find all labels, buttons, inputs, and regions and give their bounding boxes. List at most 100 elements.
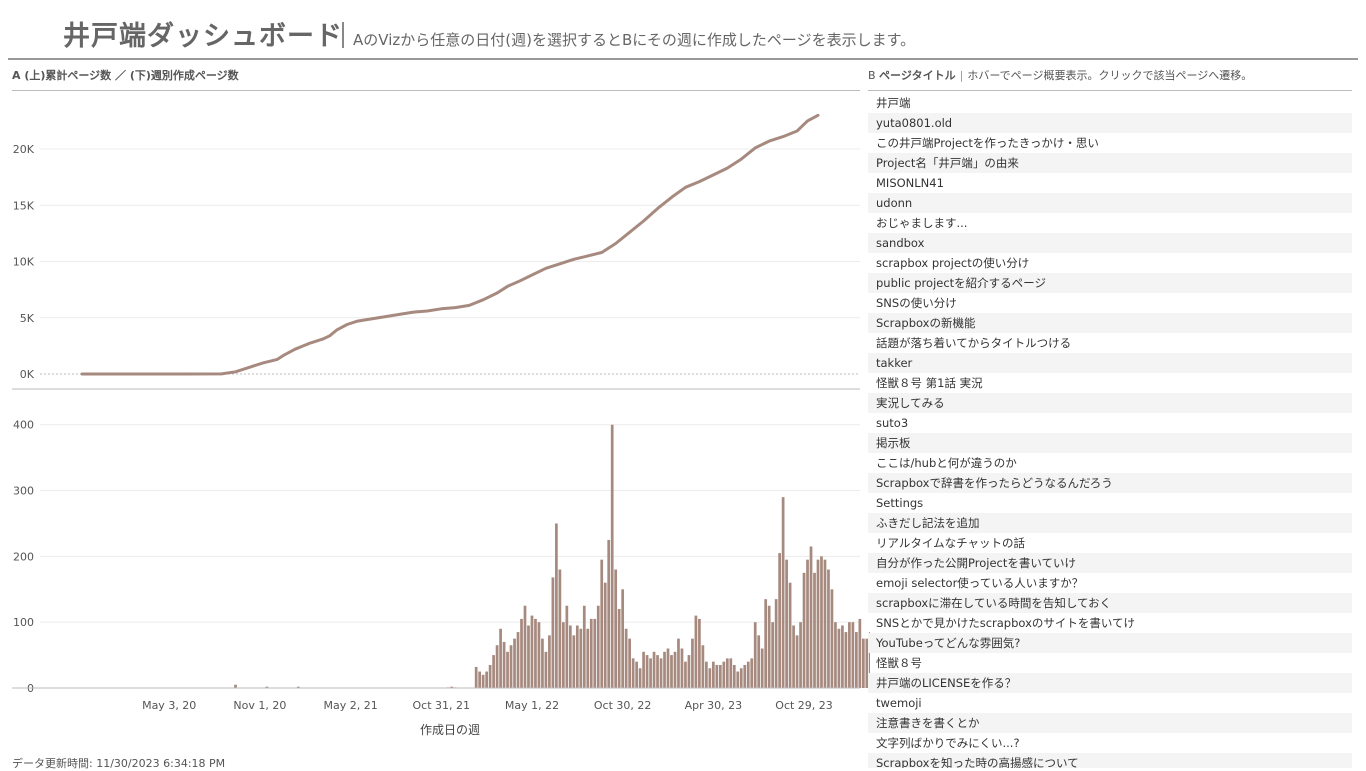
- weekly-bar[interactable]: [785, 559, 788, 688]
- weekly-bar[interactable]: [837, 628, 841, 688]
- weekly-bar[interactable]: [548, 635, 551, 688]
- weekly-bar[interactable]: [534, 618, 537, 688]
- weekly-bar[interactable]: [572, 635, 576, 688]
- page-title-item[interactable]: udonn: [868, 193, 1352, 213]
- weekly-bar[interactable]: [851, 622, 855, 688]
- weekly-bar[interactable]: [621, 589, 625, 688]
- weekly-bar[interactable]: [855, 632, 858, 688]
- weekly-bar[interactable]: [555, 523, 558, 688]
- weekly-bar[interactable]: [670, 655, 673, 688]
- weekly-bar[interactable]: [624, 628, 628, 688]
- weekly-bar[interactable]: [265, 686, 269, 688]
- weekly-bar[interactable]: [568, 625, 572, 688]
- weekly-bar[interactable]: [830, 589, 834, 688]
- page-title-item[interactable]: Scrapboxの新機能: [868, 313, 1352, 333]
- weekly-bar[interactable]: [861, 638, 865, 688]
- weekly-bar[interactable]: [474, 666, 478, 688]
- weekly-bar[interactable]: [795, 635, 799, 688]
- weekly-bar[interactable]: [781, 497, 785, 688]
- weekly-bar[interactable]: [816, 559, 820, 688]
- page-title-item[interactable]: 掲示板: [868, 433, 1352, 453]
- page-title-item[interactable]: 話題が落ち着いてからタイトルつける: [876, 336, 1072, 350]
- weekly-bar[interactable]: [544, 651, 548, 688]
- page-title-item[interactable]: scrapbox projectの使い分け: [876, 256, 1030, 270]
- weekly-bar[interactable]: [841, 625, 844, 688]
- weekly-bar[interactable]: [736, 671, 740, 688]
- weekly-bar[interactable]: [499, 628, 502, 688]
- weekly-bar[interactable]: [541, 638, 544, 688]
- weekly-bar[interactable]: [481, 674, 485, 688]
- weekly-bar[interactable]: [516, 632, 520, 688]
- weekly-bar[interactable]: [296, 686, 300, 688]
- weekly-bar[interactable]: [527, 625, 530, 688]
- page-title-item[interactable]: 実況してみる: [868, 393, 1352, 413]
- weekly-bar[interactable]: [628, 638, 631, 688]
- page-title-item[interactable]: ここは/hubと何が違うのか: [876, 456, 1017, 470]
- weekly-bar[interactable]: [684, 661, 687, 688]
- weekly-bar[interactable]: [509, 645, 513, 688]
- page-title-item[interactable]: scrapboxに滞在している時間を告知しておく: [868, 593, 1352, 613]
- weekly-bar[interactable]: [649, 658, 652, 688]
- weekly-bar[interactable]: [687, 655, 691, 688]
- weekly-bar[interactable]: [523, 605, 527, 688]
- page-title-item[interactable]: twemoji: [876, 696, 922, 710]
- weekly-bar[interactable]: [645, 655, 649, 688]
- page-title-item[interactable]: SNSとかで見かけたscrapboxのサイトを書いてけ: [876, 616, 1136, 630]
- weekly-bar[interactable]: [638, 668, 642, 688]
- weekly-bar[interactable]: [753, 622, 757, 688]
- page-title-item[interactable]: この井戸端Projectを作ったきっかけ・思い: [876, 136, 1099, 150]
- weekly-bar[interactable]: [718, 664, 722, 688]
- weekly-bar[interactable]: [834, 622, 837, 688]
- page-title-item[interactable]: 怪獣８号 第1話 実況: [876, 376, 983, 390]
- page-title-item[interactable]: public projectを紹介するページ: [868, 273, 1352, 293]
- page-title-item[interactable]: おじゃまします...: [876, 216, 968, 230]
- weekly-bar[interactable]: [764, 599, 768, 688]
- weekly-bar[interactable]: [708, 668, 712, 688]
- weekly-bar[interactable]: [729, 658, 733, 688]
- weekly-bar[interactable]: [698, 618, 701, 688]
- weekly-bar[interactable]: [813, 572, 816, 688]
- weekly-bar[interactable]: [844, 632, 848, 688]
- weekly-bar[interactable]: [788, 582, 792, 688]
- page-title-item[interactable]: sandbox: [868, 233, 1352, 253]
- weekly-bar[interactable]: [760, 648, 764, 688]
- page-title-item[interactable]: SNSの使い分け: [876, 296, 957, 310]
- weekly-bar[interactable]: [715, 664, 719, 688]
- page-title-item[interactable]: YouTubeってどんな雰囲気?: [868, 633, 1352, 653]
- weekly-bar[interactable]: [680, 648, 684, 688]
- weekly-bar[interactable]: [659, 658, 663, 688]
- page-title-item[interactable]: takker: [868, 353, 1352, 373]
- weekly-bar[interactable]: [858, 618, 862, 688]
- weekly-bar[interactable]: [743, 664, 747, 688]
- weekly-bar[interactable]: [551, 577, 555, 688]
- weekly-bar[interactable]: [820, 556, 823, 688]
- weekly-bar[interactable]: [806, 559, 809, 688]
- weekly-bar[interactable]: [603, 582, 607, 688]
- weekly-bar[interactable]: [673, 651, 677, 688]
- weekly-bar[interactable]: [722, 661, 726, 688]
- page-title-item[interactable]: Scrapboxを知った時の高揚感について: [868, 753, 1352, 768]
- weekly-bar[interactable]: [614, 569, 618, 688]
- weekly-bar[interactable]: [767, 605, 771, 688]
- page-title-item[interactable]: Settings: [876, 496, 924, 510]
- weekly-bar[interactable]: [635, 661, 638, 688]
- weekly-bar[interactable]: [520, 618, 523, 688]
- page-title-item[interactable]: リアルタイムなチャットの話: [876, 536, 1026, 550]
- weekly-bar[interactable]: [666, 648, 670, 688]
- weekly-bar[interactable]: [575, 625, 579, 688]
- weekly-bar[interactable]: [617, 609, 621, 688]
- weekly-bar[interactable]: [656, 655, 659, 688]
- page-title-item[interactable]: ふきだし記法を追加: [868, 513, 1352, 533]
- page-title-item[interactable]: suto3: [876, 416, 909, 430]
- weekly-bar[interactable]: [596, 605, 600, 688]
- page-title-item[interactable]: 注意書きを書くとか: [868, 713, 1352, 733]
- weekly-bar[interactable]: [868, 632, 870, 688]
- page-title-item[interactable]: yuta0801.old: [868, 113, 1352, 133]
- weekly-bar[interactable]: [705, 661, 708, 688]
- weekly-bar[interactable]: [778, 553, 781, 688]
- weekly-bar[interactable]: [502, 641, 506, 688]
- weekly-bar[interactable]: [677, 638, 680, 688]
- page-title-item[interactable]: Scrapboxで辞書を作ったらどうなるんだろう: [868, 473, 1352, 493]
- weekly-bar[interactable]: [712, 661, 715, 688]
